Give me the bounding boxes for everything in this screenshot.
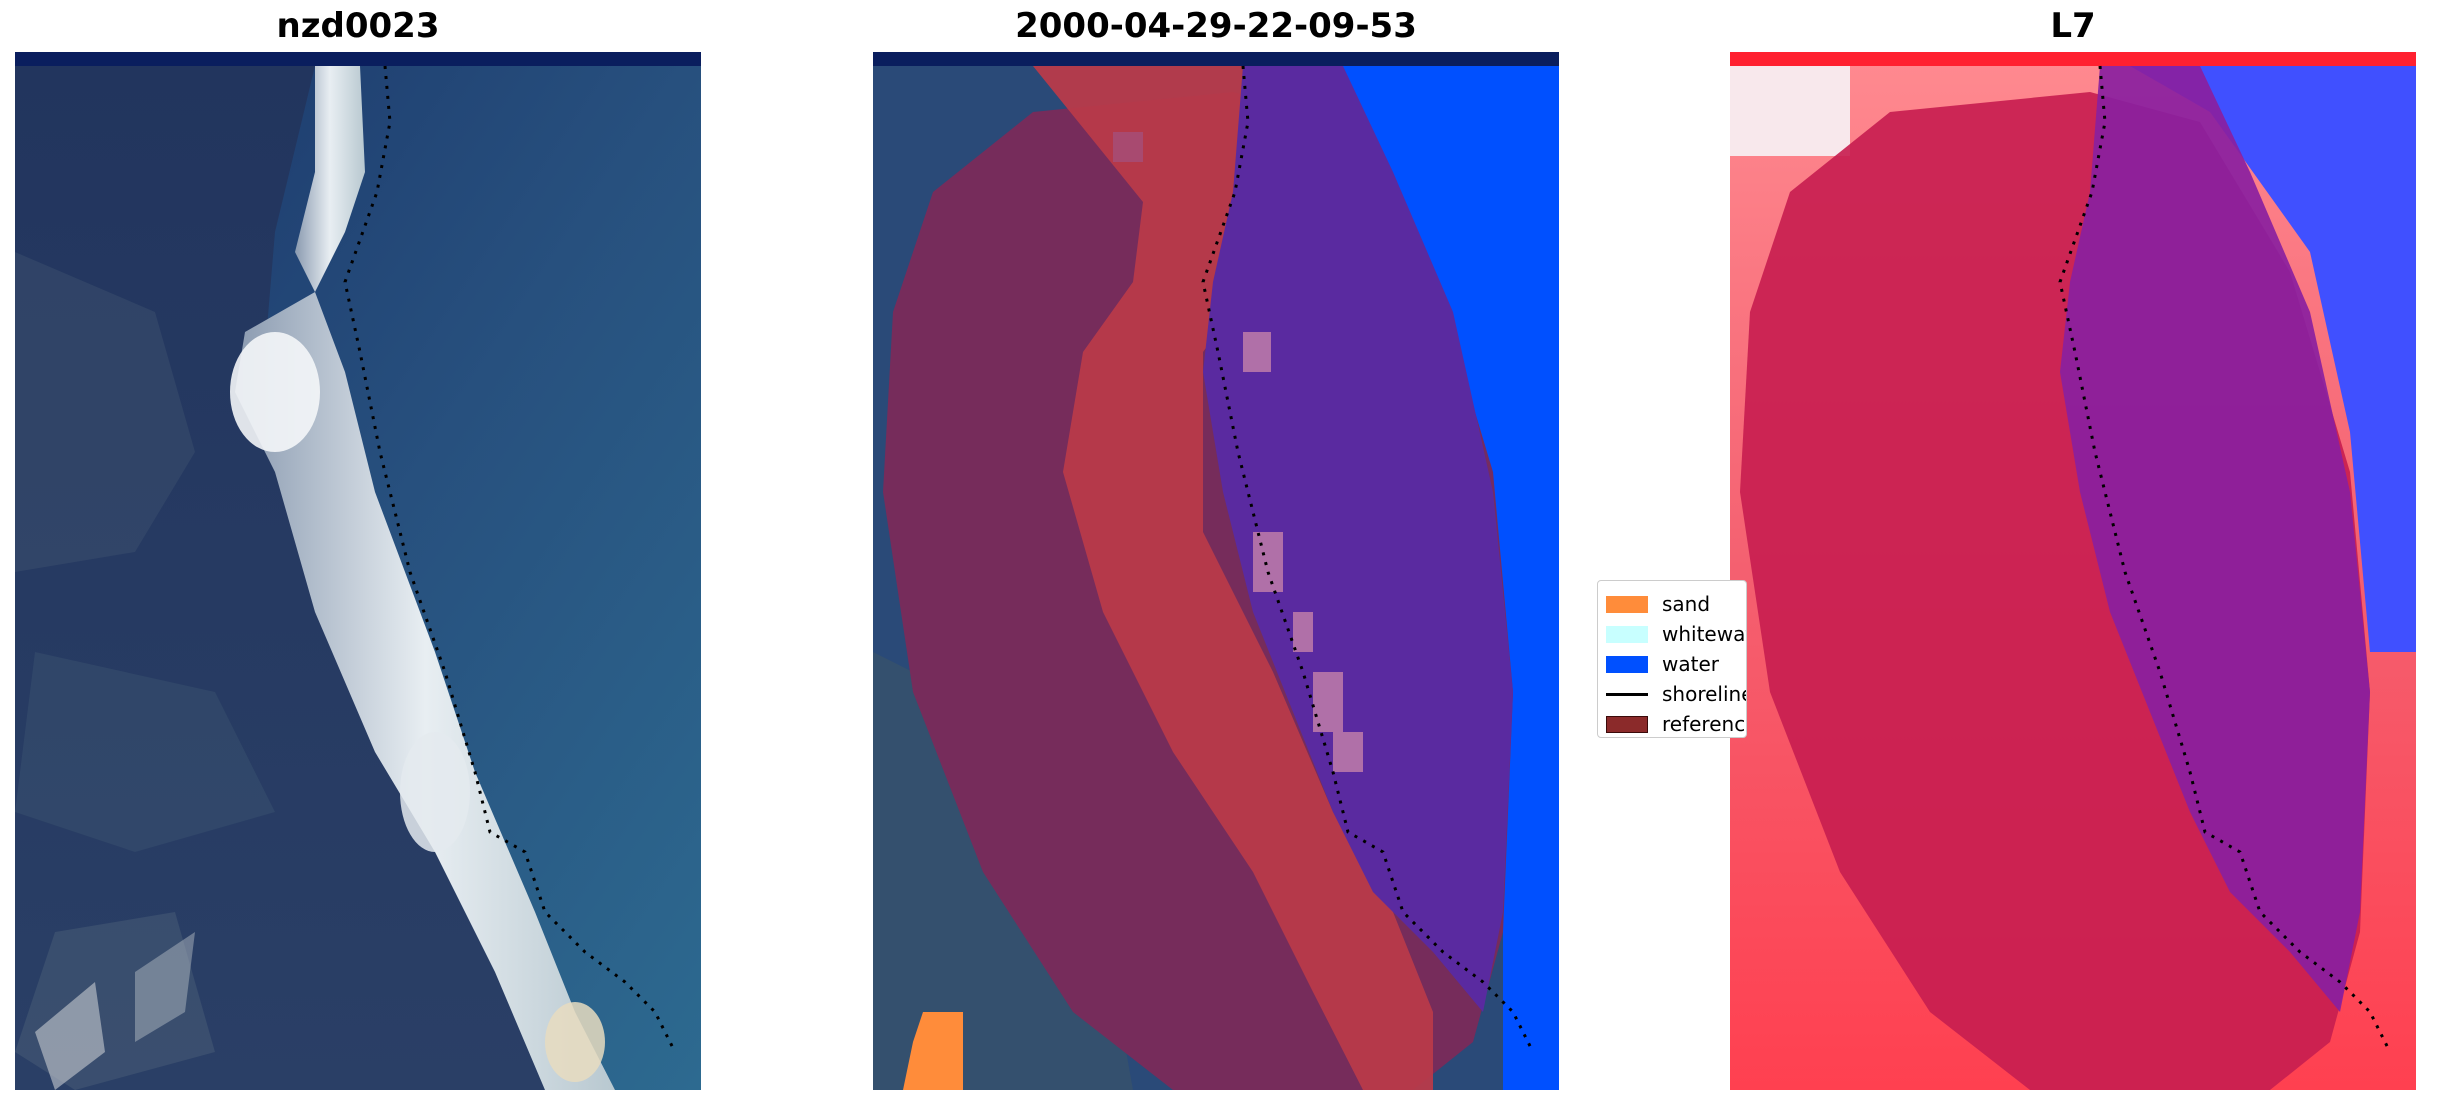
legend-label-shoreline: shoreline bbox=[1662, 682, 1747, 706]
legend-item-whitewater: whitewater bbox=[1606, 619, 1746, 649]
legend-label-water: water bbox=[1662, 652, 1719, 676]
legend-item-water: water bbox=[1606, 649, 1746, 679]
index-water-overlay bbox=[2060, 66, 2370, 1012]
legend-label-whitewater: whitewater bbox=[1662, 622, 1746, 646]
classified-image bbox=[873, 52, 1559, 1090]
legend-swatch-sand bbox=[1606, 595, 1648, 613]
sand-class-region bbox=[903, 1012, 963, 1090]
classified-image-panel bbox=[873, 52, 1559, 1090]
rgb-image-panel bbox=[15, 52, 701, 1090]
legend-label-reference: reference bbox=[1662, 712, 1746, 736]
index-image bbox=[1730, 52, 2416, 1090]
legend: sand whitewater water shoreline referenc… bbox=[1597, 580, 1747, 738]
panel-title-classified: 2000-04-29-22-09-53 bbox=[1015, 6, 1417, 46]
index-image-panel bbox=[1730, 52, 2416, 1090]
legend-swatch-whitewater bbox=[1606, 625, 1648, 643]
legend-item-reference: reference bbox=[1606, 709, 1746, 737]
legend-swatch-water bbox=[1606, 655, 1648, 673]
sand-classified-overlay bbox=[1033, 66, 1433, 1090]
water-class-region bbox=[1293, 66, 1559, 1090]
rgb-satellite-image bbox=[15, 52, 701, 1090]
legend-item-shoreline: shoreline bbox=[1606, 679, 1746, 709]
panel-title-rgb: nzd0023 bbox=[276, 6, 440, 46]
legend-swatch-shoreline bbox=[1606, 692, 1648, 696]
legend-label-sand: sand bbox=[1662, 592, 1711, 616]
water-overlay bbox=[1203, 66, 1513, 1012]
panel-title-index: L7 bbox=[2050, 6, 2096, 46]
legend-item-sand: sand bbox=[1606, 589, 1746, 619]
legend-swatch-reference bbox=[1606, 715, 1648, 733]
index-water-region bbox=[2130, 66, 2416, 652]
